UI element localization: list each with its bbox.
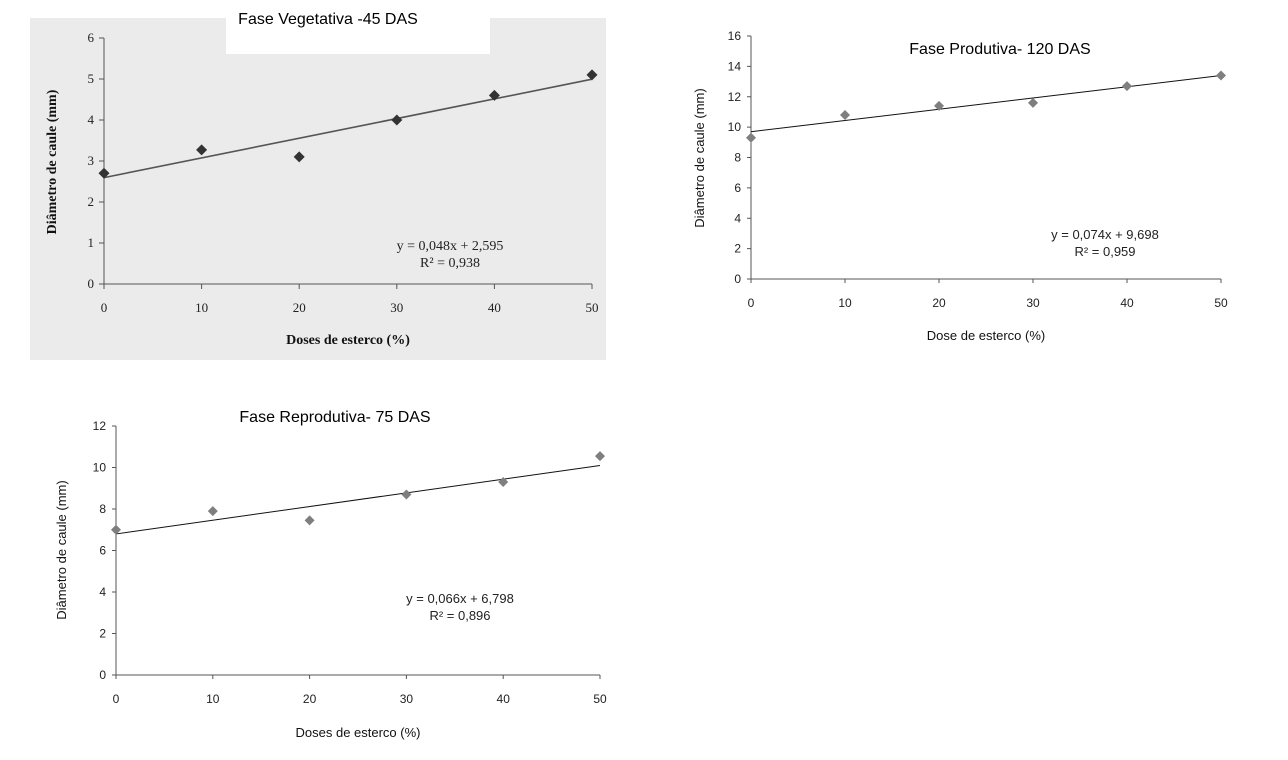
chart-vegetativa-x-tick-label: 20 bbox=[293, 300, 306, 315]
chart-produtiva-x-tick-label: 10 bbox=[838, 296, 852, 310]
chart-vegetativa-y-tick-label: 4 bbox=[88, 112, 95, 127]
chart-reprodutiva-x-tick-label: 0 bbox=[113, 692, 120, 706]
chart-reprodutiva-data-point bbox=[401, 489, 412, 500]
chart-reprodutiva-y-tick-label: 8 bbox=[99, 502, 106, 516]
chart-reprodutiva-data-point bbox=[498, 477, 509, 488]
chart-produtiva-y-tick-label: 16 bbox=[728, 29, 742, 43]
chart-reprodutiva-y-tick-label: 2 bbox=[99, 627, 106, 641]
chart-reprodutiva-y-axis-label: Diâmetro de caule (mm) bbox=[54, 480, 69, 619]
chart-vegetativa-y-tick-label: 6 bbox=[88, 30, 95, 45]
chart-vegetativa-y-tick-label: 0 bbox=[88, 276, 95, 291]
chart-vegetativa-data-point bbox=[586, 69, 598, 81]
chart-produtiva-y-axis-label: Diâmetro de caule (mm) bbox=[692, 88, 707, 227]
chart-produtiva-data-point bbox=[1028, 97, 1038, 108]
chart-produtiva-x-tick-label: 20 bbox=[932, 296, 946, 310]
chart-reprodutiva-y-tick-label: 4 bbox=[99, 585, 106, 599]
chart-reprodutiva-plot: 0 2 4 6 8 10 12 0 10 20 30 40 50 y = 0,066x + 6,798 R²… bbox=[54, 419, 607, 740]
chart-vegetativa-x-tick-label: 40 bbox=[488, 300, 501, 315]
chart-produtiva-data-point bbox=[1122, 81, 1132, 92]
chart-vegetativa-title: Fase Vegetativa -45 DAS bbox=[238, 11, 418, 28]
chart-vegetativa: Fase Vegetativa -45 DAS 0 1 2 3 4 5 6 0 10 20 30 40… bbox=[30, 0, 606, 360]
chart-vegetativa-x-tick-label: 30 bbox=[390, 300, 403, 315]
chart-produtiva-x-tick-label: 30 bbox=[1026, 296, 1040, 310]
chart-vegetativa-plot: 0 1 2 3 4 5 6 0 10 20 30 40 50 y = 0,048x + 2,595 R² =… bbox=[45, 30, 599, 348]
chart-produtiva-plot: 0 2 4 6 8 10 12 14 16 0 10 20 30 40 50 y = 0,074x + 9,6… bbox=[692, 29, 1228, 343]
chart-reprodutiva: Fase Reprodutiva- 75 DAS 0 2 4 6 8 10 12 0 10 20 3… bbox=[40, 400, 630, 750]
chart-produtiva-y-tick-label: 8 bbox=[734, 151, 741, 165]
chart-reprodutiva-equation: y = 0,066x + 6,798 bbox=[406, 591, 514, 606]
chart-produtiva-y-tick-label: 12 bbox=[728, 90, 742, 104]
chart-produtiva-y-tick-label: 10 bbox=[728, 120, 742, 134]
chart-reprodutiva-data-point bbox=[207, 506, 218, 517]
chart-produtiva-y-tick-label: 2 bbox=[734, 242, 741, 256]
chart-reprodutiva-x-tick-label: 50 bbox=[593, 692, 607, 706]
chart-vegetativa-data-point bbox=[391, 114, 403, 126]
chart-vegetativa-data-point bbox=[196, 144, 208, 156]
chart-vegetativa-y-axis-label: Diâmetro de caule (mm) bbox=[45, 89, 60, 234]
chart-produtiva-x-tick-label: 40 bbox=[1120, 296, 1134, 310]
chart-reprodutiva-y-tick-label: 10 bbox=[93, 461, 107, 475]
chart-vegetativa-data-point bbox=[98, 167, 110, 179]
chart-produtiva-r-squared: R² = 0,959 bbox=[1074, 244, 1135, 259]
chart-reprodutiva-data-point bbox=[111, 524, 121, 535]
chart-reprodutiva-svg: Fase Reprodutiva- 75 DAS 0 2 4 6 8 10 12 0 10 20 3… bbox=[54, 409, 607, 740]
chart-reprodutiva-data-point bbox=[304, 515, 315, 526]
chart-reprodutiva-title: Fase Reprodutiva- 75 DAS bbox=[239, 409, 430, 426]
chart-reprodutiva-x-tick-label: 40 bbox=[497, 692, 511, 706]
chart-produtiva: Fase Produtiva- 120 DAS 0 2 4 6 8 10 12 14 16 0 10… bbox=[690, 20, 1250, 350]
chart-reprodutiva-x-tick-label: 10 bbox=[206, 692, 220, 706]
chart-vegetativa-svg: Fase Vegetativa -45 DAS 0 1 2 3 4 5 6 0 10 20 30 40… bbox=[30, 0, 606, 360]
chart-vegetativa-x-tick-label: 10 bbox=[195, 300, 208, 315]
chart-reprodutiva-y-tick-label: 0 bbox=[99, 668, 106, 682]
chart-reprodutiva-y-tick-label: 6 bbox=[99, 544, 106, 558]
chart-vegetativa-x-tick-label: 50 bbox=[586, 300, 599, 315]
chart-reprodutiva-x-tick-label: 20 bbox=[303, 692, 317, 706]
chart-vegetativa-y-tick-label: 5 bbox=[88, 71, 95, 86]
chart-vegetativa-trendline bbox=[103, 78, 593, 179]
chart-produtiva-svg: Fase Produtiva- 120 DAS 0 2 4 6 8 10 12 14 16 0 10… bbox=[692, 29, 1228, 343]
chart-produtiva-data-point bbox=[934, 100, 944, 111]
chart-reprodutiva-r-squared: R² = 0,896 bbox=[429, 608, 490, 623]
chart-produtiva-x-tick-label: 50 bbox=[1214, 296, 1228, 310]
chart-vegetativa-y-tick-label: 1 bbox=[88, 235, 95, 250]
chart-vegetativa-data-point bbox=[488, 89, 500, 101]
chart-reprodutiva-trendline bbox=[115, 464, 601, 535]
chart-vegetativa-r-squared: R² = 0,938 bbox=[420, 256, 480, 271]
chart-produtiva-y-tick-label: 0 bbox=[734, 272, 741, 286]
chart-produtiva-y-tick-label: 14 bbox=[728, 59, 742, 73]
chart-reprodutiva-data-point bbox=[595, 451, 605, 462]
chart-vegetativa-x-tick-label: 0 bbox=[101, 300, 108, 315]
chart-vegetativa-data-point bbox=[293, 151, 305, 163]
chart-vegetativa-background bbox=[30, 18, 606, 360]
chart-reprodutiva-x-axis-label: Doses de esterco (%) bbox=[296, 725, 421, 740]
chart-produtiva-data-point bbox=[840, 109, 850, 120]
chart-produtiva-data-point bbox=[1216, 70, 1226, 81]
chart-produtiva-y-tick-label: 4 bbox=[734, 211, 741, 225]
chart-produtiva-equation: y = 0,074x + 9,698 bbox=[1051, 227, 1159, 242]
chart-vegetativa-title-box bbox=[226, 0, 490, 54]
chart-produtiva-y-tick-label: 6 bbox=[734, 181, 741, 195]
chart-produtiva-x-axis-label: Dose de esterco (%) bbox=[927, 328, 1046, 343]
chart-vegetativa-x-axis-label: Doses de esterco (%) bbox=[286, 333, 410, 348]
chart-reprodutiva-x-tick-label: 30 bbox=[400, 692, 414, 706]
chart-produtiva-x-tick-label: 0 bbox=[748, 296, 755, 310]
chart-produtiva-trendline bbox=[750, 75, 1222, 133]
chart-reprodutiva-y-tick-label: 12 bbox=[93, 419, 107, 433]
chart-produtiva-data-point bbox=[746, 132, 756, 143]
chart-vegetativa-equation: y = 0,048x + 2,595 bbox=[397, 239, 504, 254]
chart-vegetativa-y-tick-label: 2 bbox=[88, 194, 95, 209]
chart-vegetativa-y-tick-label: 3 bbox=[88, 153, 95, 168]
chart-produtiva-title: Fase Produtiva- 120 DAS bbox=[909, 41, 1090, 58]
